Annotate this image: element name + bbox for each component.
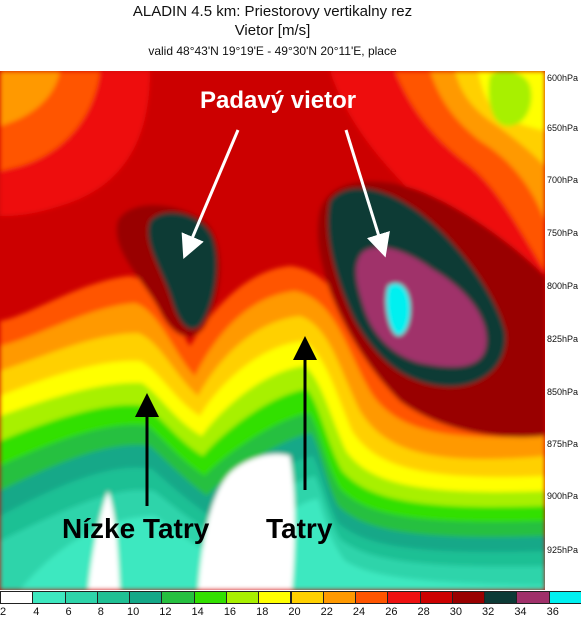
pressure-tick: 600hPa	[547, 73, 579, 83]
colorbar-swatch	[161, 591, 195, 604]
colorbar-swatch	[32, 591, 66, 604]
colorbar: 2 4 6 8 10 12 14 16 18 20 22 24 26 28 30 32 34 36	[0, 591, 581, 620]
band-16	[488, 71, 532, 126]
colorbar-swatch	[258, 591, 292, 604]
colorbar-label: 34	[514, 606, 527, 618]
band-22	[0, 71, 60, 126]
calm-center	[198, 454, 295, 590]
pressure-tick: 925hPa	[547, 545, 579, 555]
colorbar-label: 16	[223, 606, 237, 618]
colorbar-label: 6	[65, 606, 72, 618]
colorbar-label: 30	[449, 606, 462, 618]
valid-line: valid 48°43'N 19°19'E - 49°30'N 20°11'E,…	[148, 44, 397, 58]
chart-subtitle: Vietor [m/s]	[234, 22, 311, 39]
colorbar-swatch	[419, 591, 453, 604]
downslope-wind-label: Padavý vietor	[200, 87, 357, 114]
colorbar-label: 24	[352, 606, 366, 618]
colorbar-swatch	[129, 591, 163, 604]
colorbar-swatch	[322, 591, 357, 604]
pressure-tick: 825hPa	[547, 334, 579, 344]
colorbar-label: 10	[126, 606, 140, 618]
band-32	[356, 247, 487, 367]
colorbar-swatch	[484, 591, 518, 604]
colorbar-swatch	[290, 591, 324, 604]
colorbar-swatch	[96, 591, 131, 604]
band-34	[385, 283, 411, 336]
colorbar-label: 2	[0, 606, 7, 618]
colorbar-label: 26	[385, 606, 398, 618]
colorbar-swatch	[451, 591, 486, 604]
pressure-tick: 900hPa	[547, 491, 579, 501]
calm-left	[88, 491, 120, 590]
colorbar-swatch	[516, 591, 550, 604]
colorbar-label: 22	[320, 606, 333, 618]
pressure-tick: 650hPa	[547, 123, 579, 133]
colorbar-swatch	[355, 591, 389, 604]
colorbar-label: 12	[159, 606, 172, 618]
colorbar-swatch	[387, 591, 421, 604]
colorbar-label: 20	[288, 606, 301, 618]
colorbar-label: 4	[33, 606, 40, 618]
pressure-tick: 750hPa	[547, 228, 579, 238]
colorbar-label: 14	[191, 606, 204, 618]
colorbar-swatch	[64, 591, 98, 604]
low-tatras-label: Nízke Tatry	[62, 513, 210, 544]
colorbar-label: 8	[97, 606, 104, 618]
pressure-tick: 875hPa	[547, 439, 579, 449]
colorbar-label: 28	[417, 606, 430, 618]
tatras-label: Tatry	[266, 513, 333, 544]
pressure-tick: 800hPa	[547, 281, 579, 291]
colorbar-swatch	[193, 591, 227, 604]
colorbar-swatch	[225, 591, 260, 604]
colorbar-swatch	[0, 591, 34, 604]
chart-title: ALADIN 4.5 km: Priestorovy vertikalny re…	[132, 3, 413, 20]
colorbar-label: 32	[482, 606, 495, 618]
colorbar-label: 36	[546, 606, 559, 618]
pressure-tick: 700hPa	[547, 175, 579, 185]
cross-section-plot	[0, 71, 545, 590]
pressure-tick: 850hPa	[547, 387, 579, 397]
colorbar-swatch	[548, 591, 581, 604]
colorbar-label: 18	[256, 606, 269, 618]
